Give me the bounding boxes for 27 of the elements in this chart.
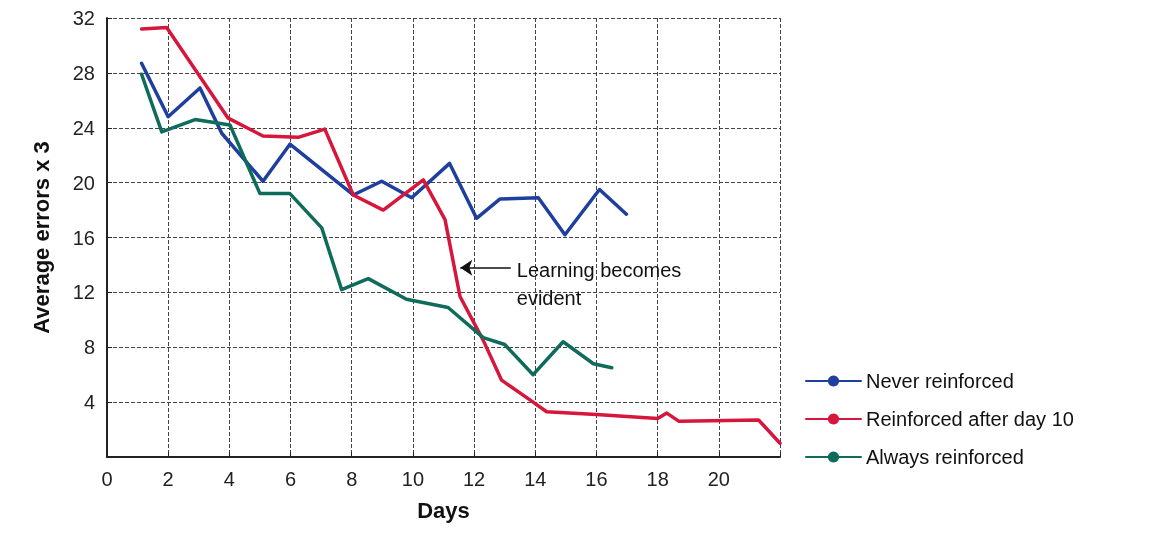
x-tick-label: 10 — [401, 468, 425, 490]
x-tick-label: 6 — [284, 468, 297, 490]
x-tick-label: 18 — [646, 468, 669, 490]
x-tick-label: 8 — [346, 468, 358, 490]
y-tick-label: 24 — [72, 116, 95, 139]
line-series — [139, 25, 782, 446]
y-tick-label: 28 — [72, 61, 95, 84]
legend-label: Reinforced after day 10 — [866, 408, 1074, 430]
x-tick-label: 4 — [223, 468, 235, 490]
x-axis-title: Days — [417, 497, 470, 523]
legend-label: Never reinforced — [866, 370, 1014, 392]
x-tick-label: 14 — [524, 468, 547, 490]
legend-label: Always reinforced — [866, 446, 1024, 468]
y-axis-title: Average errors x 3 — [28, 141, 54, 334]
x-tick-label: 2 — [162, 468, 174, 490]
y-tick-label: 16 — [72, 226, 95, 249]
x-tick-label: 0 — [101, 468, 113, 490]
y-tick-label: 4 — [83, 391, 95, 414]
annotation: Learning becomes evident — [516, 258, 682, 309]
y-tick-label: 32 — [72, 7, 95, 29]
line-series — [139, 61, 629, 237]
y-tick-label: 8 — [83, 336, 95, 359]
x-tick-label: 16 — [585, 468, 608, 490]
x-tick-label: 12 — [462, 468, 486, 490]
x-tick-label: 20 — [707, 468, 730, 490]
y-tick-label: 20 — [72, 171, 95, 194]
y-tick-label: 12 — [72, 281, 95, 304]
